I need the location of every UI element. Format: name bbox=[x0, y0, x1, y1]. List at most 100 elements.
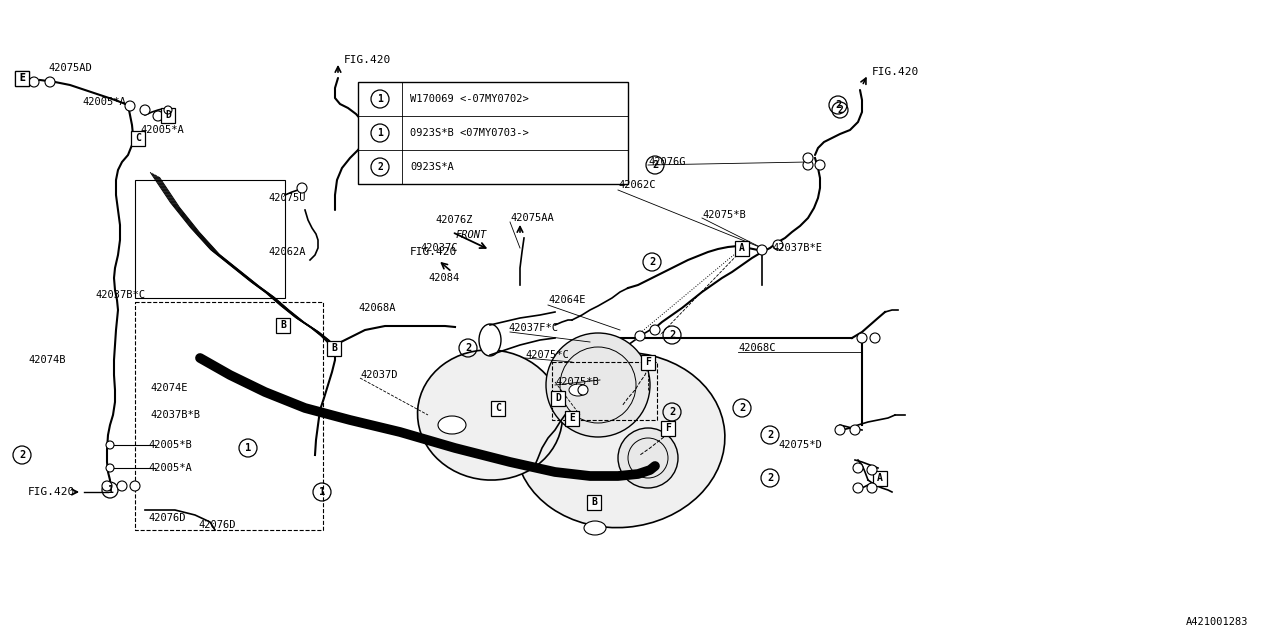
Bar bbox=[550, 390, 564, 406]
Text: 42005*A: 42005*A bbox=[140, 125, 184, 135]
Circle shape bbox=[164, 106, 172, 114]
Text: 42068C: 42068C bbox=[739, 343, 776, 353]
Circle shape bbox=[803, 153, 813, 163]
Text: 1: 1 bbox=[319, 487, 325, 497]
Text: A: A bbox=[739, 243, 745, 253]
Text: 42037B*C: 42037B*C bbox=[95, 290, 145, 300]
Text: 42075AD: 42075AD bbox=[49, 63, 92, 73]
Text: 42075*D: 42075*D bbox=[778, 440, 822, 450]
Ellipse shape bbox=[570, 384, 588, 396]
Text: 2: 2 bbox=[767, 430, 773, 440]
Circle shape bbox=[852, 463, 863, 473]
Bar bbox=[641, 355, 655, 369]
Text: 42075AA: 42075AA bbox=[509, 213, 554, 223]
Text: 42075*B: 42075*B bbox=[556, 377, 599, 387]
Bar bbox=[564, 410, 579, 426]
Text: 42074E: 42074E bbox=[150, 383, 187, 393]
Text: 2: 2 bbox=[652, 160, 658, 170]
Text: E: E bbox=[570, 413, 575, 423]
Circle shape bbox=[803, 160, 813, 170]
Text: FIG.420: FIG.420 bbox=[872, 67, 919, 77]
Bar bbox=[15, 70, 29, 86]
Circle shape bbox=[635, 331, 645, 341]
Text: 42037F*C: 42037F*C bbox=[508, 323, 558, 333]
Circle shape bbox=[850, 425, 860, 435]
Text: 2: 2 bbox=[767, 473, 773, 483]
Circle shape bbox=[45, 77, 55, 87]
Text: 2: 2 bbox=[19, 450, 26, 460]
Text: FIG.420: FIG.420 bbox=[344, 55, 392, 65]
Circle shape bbox=[858, 333, 867, 343]
Text: E: E bbox=[19, 73, 24, 83]
Circle shape bbox=[815, 160, 826, 170]
Circle shape bbox=[867, 483, 877, 493]
Text: 2: 2 bbox=[378, 162, 383, 172]
Ellipse shape bbox=[417, 350, 562, 480]
Text: D: D bbox=[556, 393, 561, 403]
Circle shape bbox=[870, 333, 881, 343]
Text: 2: 2 bbox=[465, 343, 471, 353]
Text: FIG.420: FIG.420 bbox=[410, 247, 457, 257]
Text: 1: 1 bbox=[378, 94, 383, 104]
Bar bbox=[358, 82, 628, 184]
Circle shape bbox=[773, 240, 783, 250]
Text: 0923S*A: 0923S*A bbox=[410, 162, 453, 172]
Circle shape bbox=[131, 481, 140, 491]
Circle shape bbox=[618, 428, 678, 488]
Circle shape bbox=[102, 481, 113, 491]
Circle shape bbox=[852, 483, 863, 493]
Text: 42037B*B: 42037B*B bbox=[150, 410, 200, 420]
Circle shape bbox=[297, 183, 307, 193]
Bar bbox=[873, 470, 887, 486]
Text: 42076G: 42076G bbox=[648, 157, 686, 167]
Bar bbox=[492, 401, 506, 415]
Text: 42064E: 42064E bbox=[548, 295, 585, 305]
Text: A421001283: A421001283 bbox=[1185, 617, 1248, 627]
Circle shape bbox=[650, 325, 660, 335]
Text: 2: 2 bbox=[649, 257, 655, 267]
Text: 42005*A: 42005*A bbox=[148, 463, 192, 473]
Text: 42076D: 42076D bbox=[148, 513, 186, 523]
Ellipse shape bbox=[438, 416, 466, 434]
Text: 42076Z: 42076Z bbox=[435, 215, 472, 225]
Text: FRONT: FRONT bbox=[456, 230, 488, 240]
Text: B: B bbox=[332, 343, 337, 353]
Bar bbox=[131, 131, 145, 145]
Text: B: B bbox=[591, 497, 596, 507]
Text: 42068A: 42068A bbox=[358, 303, 396, 313]
Text: 42037B*E: 42037B*E bbox=[772, 243, 822, 253]
Circle shape bbox=[867, 465, 877, 475]
Text: 42005*A: 42005*A bbox=[82, 97, 125, 107]
Text: 2: 2 bbox=[669, 407, 675, 417]
Bar bbox=[134, 302, 323, 530]
Text: B: B bbox=[280, 320, 285, 330]
Bar bbox=[161, 108, 175, 122]
Bar bbox=[588, 495, 602, 509]
Circle shape bbox=[835, 425, 845, 435]
Text: F: F bbox=[666, 423, 671, 433]
Ellipse shape bbox=[515, 353, 724, 527]
Bar bbox=[326, 340, 340, 355]
Text: 1: 1 bbox=[244, 443, 251, 453]
Text: 2: 2 bbox=[835, 100, 841, 110]
Text: 42037C: 42037C bbox=[420, 243, 457, 253]
Text: FIG.420: FIG.420 bbox=[28, 487, 76, 497]
Bar bbox=[15, 70, 29, 86]
Text: E: E bbox=[19, 73, 24, 83]
Circle shape bbox=[579, 385, 588, 395]
Text: 42084: 42084 bbox=[428, 273, 460, 283]
Text: F: F bbox=[645, 357, 652, 367]
Text: 42037D: 42037D bbox=[360, 370, 398, 380]
Circle shape bbox=[154, 111, 163, 121]
Text: 42062C: 42062C bbox=[618, 180, 655, 190]
Ellipse shape bbox=[479, 324, 500, 356]
Circle shape bbox=[29, 77, 38, 87]
Circle shape bbox=[547, 333, 650, 437]
Text: 42075U: 42075U bbox=[268, 193, 306, 203]
Text: 42062A: 42062A bbox=[268, 247, 306, 257]
Text: 1: 1 bbox=[378, 128, 383, 138]
Text: 42075*B: 42075*B bbox=[701, 210, 746, 220]
Bar bbox=[660, 420, 675, 435]
Text: 42005*B: 42005*B bbox=[148, 440, 192, 450]
Text: 42074B: 42074B bbox=[28, 355, 65, 365]
